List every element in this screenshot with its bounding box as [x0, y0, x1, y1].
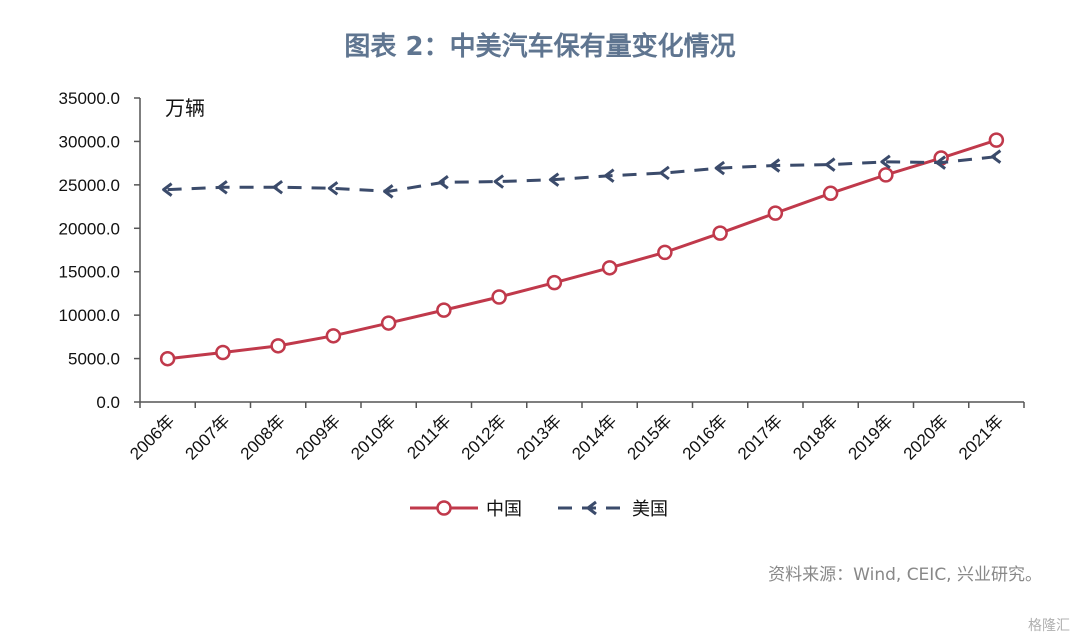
data-point — [714, 160, 726, 176]
data-point — [935, 155, 947, 170]
data-point — [546, 274, 563, 291]
data-point — [601, 260, 618, 276]
x-tick-label: 2014年 — [568, 411, 620, 463]
legend-label-usa: 美国 — [632, 499, 668, 520]
data-point — [438, 175, 449, 190]
data-point — [990, 149, 1002, 164]
y-tick-label: 10000.0 — [59, 306, 120, 325]
data-point — [878, 167, 894, 183]
data-point — [825, 157, 836, 172]
data-point — [383, 184, 394, 199]
x-tick-label: 2007年 — [181, 411, 233, 463]
y-tick-label: 5000.0 — [68, 350, 120, 369]
x-tick-label: 2017年 — [734, 411, 786, 463]
series-china — [159, 132, 1005, 367]
data-point — [659, 165, 670, 181]
x-tick-label: 2008年 — [237, 411, 289, 463]
data-point — [712, 225, 728, 241]
x-tick-label: 2015年 — [623, 411, 675, 463]
x-tick-label: 2011年 — [403, 411, 454, 462]
data-point — [380, 315, 397, 331]
data-point — [769, 158, 781, 173]
data-point — [493, 174, 505, 189]
x-tick-label: 2016年 — [679, 411, 731, 463]
chart-title: 图表 2：中美汽车保有量变化情况 — [344, 32, 736, 62]
data-point — [327, 181, 339, 196]
data-point — [217, 180, 228, 195]
x-tick-label: 2021年 — [955, 411, 1007, 463]
data-point — [988, 132, 1005, 148]
data-point — [270, 338, 286, 354]
axes: 0.0 5000.0 10000.0 15000.0 20000.0 25000.0 300… — [59, 89, 1025, 464]
x-tick-label: 2013年 — [513, 411, 565, 463]
legend-marker-usa — [586, 500, 597, 516]
x-tick-label: 2006年 — [126, 411, 178, 463]
x-tick-label: 2018年 — [789, 411, 841, 463]
y-unit-label: 万辆 — [165, 96, 205, 120]
x-tick-label: 2009年 — [292, 411, 344, 463]
legend-label-china: 中国 — [486, 499, 522, 520]
data-point — [162, 182, 173, 197]
y-tick-label: 15000.0 — [59, 263, 120, 282]
y-tick-label: 20000.0 — [59, 219, 120, 238]
y-tick-label: 25000.0 — [59, 176, 120, 195]
y-tick-label: 35000.0 — [59, 89, 120, 108]
series-usa — [162, 149, 1002, 199]
data-point — [767, 205, 784, 221]
series-group — [159, 132, 1005, 367]
data-point — [436, 302, 452, 318]
data-point — [548, 172, 560, 187]
y-tick-label: 30000.0 — [59, 132, 120, 151]
data-point — [604, 168, 615, 183]
y-tick-label: 0.0 — [96, 393, 120, 412]
data-point — [159, 350, 176, 367]
data-point — [822, 185, 839, 202]
x-tick-label: 2019年 — [844, 411, 896, 463]
data-point — [657, 244, 673, 261]
data-point — [215, 344, 231, 361]
data-point — [325, 328, 342, 344]
watermark-logo: 格隆汇 — [1028, 618, 1070, 634]
data-point — [272, 180, 284, 195]
x-tick-label: 2010年 — [347, 411, 399, 463]
legend: 中国 美国 — [410, 499, 668, 520]
series-line — [167, 138, 997, 361]
x-tick-label: 2020年 — [900, 411, 952, 463]
x-tick-label: 2012年 — [458, 411, 510, 463]
data-point — [491, 289, 507, 305]
series-line — [167, 155, 997, 193]
legend-marker-china — [436, 500, 452, 516]
data-point — [880, 154, 891, 170]
source-note: 资料来源：Wind, CEIC, 兴业研究。 — [768, 565, 1042, 585]
